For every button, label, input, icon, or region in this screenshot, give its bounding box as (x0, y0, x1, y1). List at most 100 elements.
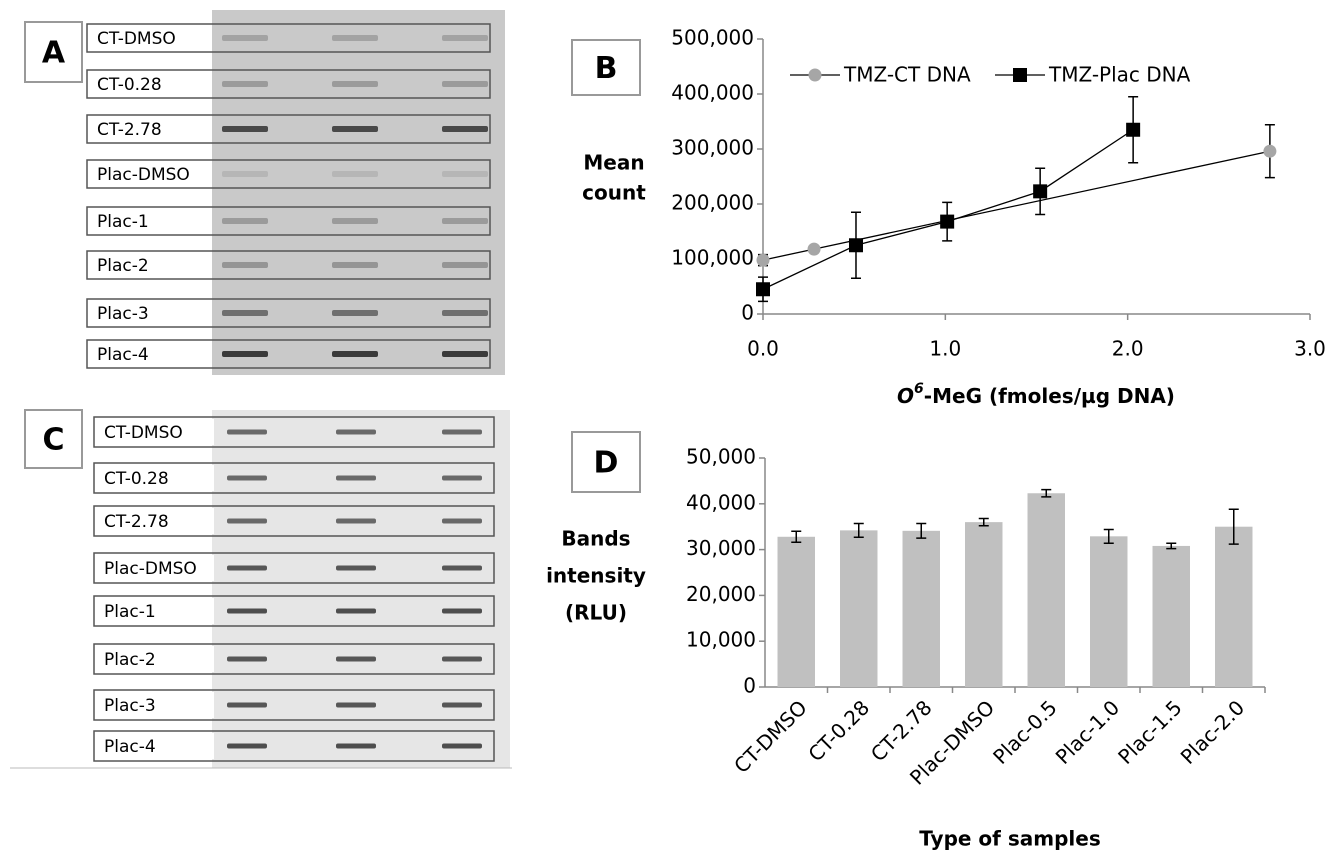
y-axis-label: count (582, 181, 646, 205)
lane-label: CT-2.78 (97, 120, 162, 140)
marker (756, 282, 770, 296)
y-tick-label: 30,000 (686, 536, 756, 560)
legend-marker (809, 69, 822, 82)
marker (1033, 184, 1047, 198)
band (222, 171, 268, 177)
y-tick-label: 400,000 (671, 81, 754, 105)
x-label-italic: O (897, 384, 914, 408)
y-axis-label: intensity (546, 564, 646, 588)
y-axis-label: Bands (561, 527, 630, 551)
y-tick-label: 500,000 (671, 26, 754, 50)
blot-background (212, 10, 505, 375)
y-axis-label: Mean (583, 151, 644, 175)
band (222, 310, 268, 316)
band (442, 218, 488, 224)
band (442, 703, 482, 708)
series-line (763, 130, 1133, 290)
x-tick-label: Plac-1.5 (1113, 695, 1186, 768)
marker (1263, 145, 1276, 158)
band (442, 744, 482, 749)
band (336, 519, 376, 524)
band (336, 476, 376, 481)
band (332, 310, 378, 316)
band (227, 703, 267, 708)
band (222, 81, 268, 87)
figure: ACT-DMSOCT-0.28CT-2.78Plac-DMSOPlac-1Pla… (0, 0, 1344, 857)
band (227, 744, 267, 749)
y-tick-label: 0 (743, 674, 756, 698)
band (227, 657, 267, 662)
band (332, 351, 378, 357)
x-tick-label: Plac-1.0 (1051, 695, 1124, 768)
band (442, 126, 488, 132)
band (222, 351, 268, 357)
marker (1126, 123, 1140, 137)
band (332, 35, 378, 41)
band (222, 35, 268, 41)
lane-label: CT-DMSO (104, 423, 183, 443)
lane-label: CT-2.78 (104, 512, 169, 532)
lane-label: Plac-4 (104, 737, 156, 757)
band (332, 81, 378, 87)
bar (1153, 546, 1191, 687)
x-tick-label: 2.0 (1112, 337, 1144, 361)
lane-label: Plac-1 (97, 212, 149, 232)
band (442, 519, 482, 524)
y-tick-label: 0 (741, 301, 754, 325)
band (222, 126, 268, 132)
band (332, 126, 378, 132)
band (222, 262, 268, 268)
band (442, 430, 482, 435)
band (227, 609, 267, 614)
band (227, 566, 267, 571)
x-tick-label: 3.0 (1294, 337, 1326, 361)
bar (1028, 493, 1066, 687)
x-tick-label: Plac-0.5 (988, 695, 1061, 768)
band (442, 351, 488, 357)
x-label-sup: 6 (914, 381, 924, 397)
legend-label: TMZ-Plac DNA (1048, 63, 1191, 87)
bar (778, 537, 816, 687)
band (336, 609, 376, 614)
bar (1090, 536, 1128, 687)
y-tick-label: 40,000 (686, 490, 756, 514)
marker (808, 243, 821, 256)
band (442, 310, 488, 316)
band (332, 171, 378, 177)
band (442, 171, 488, 177)
lane-label: Plac-4 (97, 345, 149, 365)
bar (1215, 527, 1253, 687)
band (222, 218, 268, 224)
band (442, 81, 488, 87)
x-tick-label: CT-DMSO (729, 695, 811, 777)
panel-label: B (595, 51, 618, 86)
bar (840, 530, 878, 687)
y-axis-label: (RLU) (565, 601, 627, 625)
y-tick-label: 200,000 (671, 191, 754, 215)
x-axis-label: O6-MeG (fmoles/µg DNA) (897, 381, 1175, 408)
panel-label: A (42, 36, 66, 71)
band (442, 35, 488, 41)
band (227, 430, 267, 435)
band (332, 262, 378, 268)
y-tick-label: 300,000 (671, 136, 754, 160)
lane-label: Plac-3 (97, 304, 149, 324)
lane-label: Plac-2 (97, 256, 149, 276)
band (332, 218, 378, 224)
marker (849, 238, 863, 252)
y-tick-label: 10,000 (686, 628, 756, 652)
marker (757, 254, 770, 267)
x-axis-label: Type of samples (919, 827, 1100, 851)
x-tick-label: Plac-2.0 (1176, 695, 1249, 768)
x-tick-label: CT-0.28 (803, 695, 874, 766)
legend-label: TMZ-CT DNA (843, 63, 971, 87)
lane-label: Plac-DMSO (97, 165, 190, 185)
bar (903, 531, 941, 687)
band (442, 609, 482, 614)
band (336, 703, 376, 708)
lane-label: CT-0.28 (97, 75, 162, 95)
bar (965, 522, 1003, 687)
lane-label: Plac-DMSO (104, 559, 197, 579)
band (227, 519, 267, 524)
band (442, 476, 482, 481)
